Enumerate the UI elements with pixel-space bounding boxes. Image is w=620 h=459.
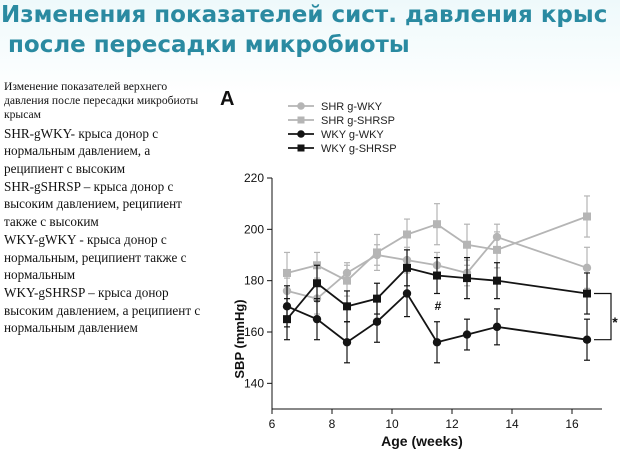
annotation-significance: *	[612, 314, 618, 330]
legend-marker-shr-g-wky	[297, 102, 305, 110]
data-point-wky-g-wky	[342, 338, 352, 347]
title-line-1: Изменения показателей сист. давления кры…	[1, 2, 608, 28]
data-point-shr-g-shrsp	[433, 220, 441, 229]
legend-marker-shr-g-shrsp	[297, 116, 305, 124]
data-point-wky-g-wky	[492, 322, 502, 332]
description-item-shr-gwky: SHR-gWKY- крыса донор с нормальным давле…	[4, 125, 159, 177]
sbp-line-chart: A 6 8 10 12 14 16 140 160 180 200 220 SHR g-WKY SHR…	[220, 88, 618, 449]
x-tick-label: 10	[385, 417, 399, 431]
data-point-shr-g-shrsp	[583, 212, 591, 221]
data-point-wky-g-shrsp	[403, 263, 411, 272]
legend-label-shr-g-wky: SHR g-WKY	[321, 101, 383, 113]
description-item-shr-gshrsp: SHR-gSHRSP – крыса донор с высоким давле…	[4, 178, 182, 230]
data-point-shr-g-shrsp	[283, 268, 291, 277]
panel-label: A	[220, 88, 234, 110]
data-point-shr-g-shrsp	[343, 276, 351, 285]
legend-label-wky-g-wky: WKY g-WKY	[321, 129, 384, 141]
data-point-wky-g-wky	[462, 330, 472, 339]
data-point-wky-g-wky	[402, 289, 412, 298]
slide-title: Изменения показателей сист. давления кры…	[0, 0, 620, 60]
y-tick-label: 200	[244, 222, 264, 236]
data-point-wky-g-wky	[312, 314, 322, 324]
data-point-shr-g-shrsp	[463, 240, 471, 249]
data-point-shr-g-wky	[582, 263, 592, 273]
x-axis-label: Age (weeks)	[381, 433, 463, 449]
data-point-wky-g-shrsp	[283, 315, 291, 324]
data-point-wky-g-shrsp	[433, 271, 441, 280]
legend-label-shr-g-shrsp: SHR g-SHRSP	[321, 115, 395, 127]
description-item-wky-gwky: WKY-gWKY - крыса донор с нормальным, рец…	[4, 231, 187, 283]
x-tick-label: 6	[269, 417, 276, 431]
description-text: Изменение показателей верхнего давления …	[4, 80, 208, 337]
data-point-wky-g-shrsp	[373, 294, 381, 303]
description-intro: Изменение показателей верхнего давления …	[4, 80, 199, 122]
significance-bracket	[594, 292, 612, 341]
legend-marker-wky-g-shrsp	[297, 144, 305, 152]
description-item-wky-gshrsp: WKY-gSHRSP – крыса донор высоким давлени…	[4, 284, 201, 336]
data-point-wky-g-wky	[432, 338, 442, 347]
data-point-shr-g-shrsp	[403, 230, 411, 239]
data-point-wky-g-wky	[582, 335, 592, 344]
y-tick-label: 180	[244, 274, 264, 288]
y-tick-label: 160	[244, 325, 264, 339]
legend-label-wky-g-shrsp: WKY g-SHRSP	[321, 143, 397, 155]
data-point-wky-g-shrsp	[583, 289, 591, 298]
x-tick-label: 12	[445, 417, 459, 431]
annotation-hash: #	[435, 299, 442, 313]
y-tick-label: 220	[244, 171, 264, 185]
y-tick-label: 140	[244, 376, 264, 390]
y-axis-label: SBP (mmHg)	[232, 299, 247, 378]
data-point-wky-g-wky	[372, 317, 382, 326]
title-line-2: после пересадки микробиоты	[8, 32, 410, 58]
x-tick-label: 8	[329, 417, 336, 431]
legend-marker-wky-g-wky	[297, 130, 305, 138]
data-point-shr-g-shrsp	[493, 245, 501, 254]
data-point-wky-g-shrsp	[463, 274, 471, 283]
data-point-shr-g-shrsp	[373, 248, 381, 257]
x-tick-label: 16	[565, 417, 579, 431]
x-tick-label: 14	[505, 417, 519, 431]
data-point-wky-g-shrsp	[313, 279, 321, 288]
data-point-wky-g-shrsp	[493, 276, 501, 285]
data-point-wky-g-shrsp	[343, 302, 351, 311]
